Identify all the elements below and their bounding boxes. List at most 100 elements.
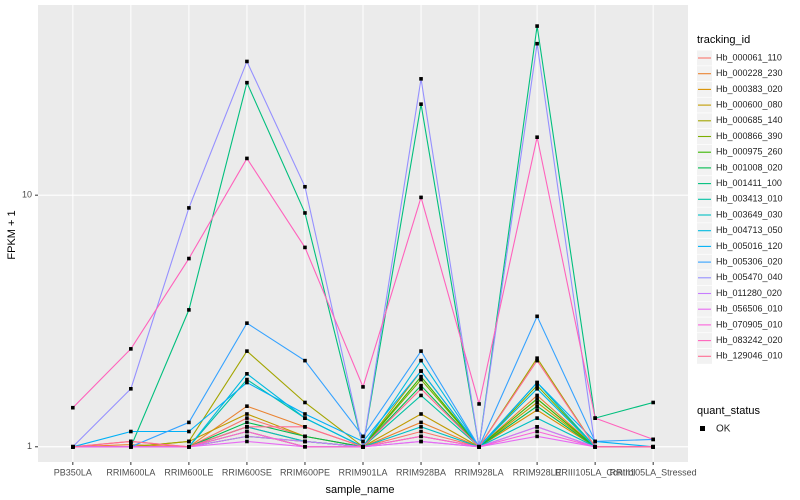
legend-label: Hb_129046_010 [716,351,783,361]
data-point [245,349,249,353]
data-point [419,77,423,81]
data-point [419,195,423,200]
data-point [245,377,249,382]
data-point [129,387,133,391]
data-point [187,206,191,210]
data-point [303,434,307,439]
data-point [245,380,249,385]
data-point [419,412,423,416]
data-point [245,439,249,444]
data-point [651,400,655,405]
data-point [535,408,539,412]
data-point [535,416,539,420]
legend-label: Hb_004713_050 [716,225,783,235]
data-point [71,405,75,410]
x-tick-label: RRIM600SE [222,467,272,477]
data-point [419,369,423,373]
legend-label: Hb_011280_020 [716,288,782,298]
data-point [535,429,539,434]
y-tick-label: 1 [27,441,32,451]
data-point [477,444,481,449]
data-point [245,156,249,161]
data-point [187,439,191,444]
data-point [245,59,249,64]
legend-label: Hb_000600_080 [716,99,783,109]
data-point [303,444,307,449]
data-point [419,383,423,388]
x-axis-title: sample_name [325,484,394,496]
data-point [187,308,191,312]
data-point [419,358,423,363]
data-point [245,429,249,434]
data-point [419,377,423,382]
data-point [129,442,133,447]
x-tick-label: RRIM600PE [280,467,330,477]
data-point [245,321,249,325]
legend-label: Hb_000383_020 [716,84,783,94]
data-point [419,374,423,379]
data-point [419,439,423,444]
legend-label: Hb_000866_390 [716,131,783,141]
data-point [419,425,423,429]
data-point [419,434,423,439]
data-point [245,420,249,425]
data-point [303,412,307,416]
data-point [419,420,423,425]
data-point [187,444,191,449]
legend-title: tracking_id [697,34,750,46]
data-point [651,444,655,449]
data-point [419,393,423,398]
data-point [129,444,133,449]
legend-label: Hb_001411_100 [716,178,782,188]
data-point [535,383,539,388]
data-point [303,425,307,429]
data-point [535,358,539,363]
legend-label: Hb_000228_230 [716,68,783,78]
data-point [535,400,539,405]
data-point [419,102,423,106]
x-tick-label: PB350LA [54,467,92,477]
legend-label: Hb_001008_020 [716,162,783,172]
legend-label: Hb_005306_020 [716,256,783,266]
data-point [535,314,539,319]
data-point [245,372,249,376]
data-point [535,397,539,401]
x-tick-label: RRIM928LE [513,467,562,477]
data-point [187,420,191,425]
data-point [535,393,539,398]
data-point [245,416,249,420]
data-point [535,380,539,385]
data-point [129,429,133,434]
data-point [303,184,307,189]
data-point [303,245,307,250]
data-point [535,24,539,28]
legend-label: Hb_083242_020 [716,335,783,345]
legend-label: Hb_000975_260 [716,147,783,157]
point-legend-label: OK [716,424,731,435]
x-tick-label: RRIM928LA [455,467,504,477]
data-point [245,80,249,85]
data-point [245,412,249,416]
data-point [129,439,133,444]
data-point [535,425,539,429]
data-point [535,135,539,139]
point-legend-key [700,426,705,431]
data-point [361,434,365,439]
data-point [245,404,249,408]
x-tick-label: RRIM600LA [106,467,155,477]
x-tick-label: RRIM901LA [338,467,387,477]
legend-label: Hb_056506_010 [716,304,783,314]
data-point [419,349,423,353]
data-point [361,385,365,389]
x-tick-label: RRIII105LA_Control [555,467,636,477]
data-point [129,347,133,351]
data-point [419,387,423,391]
data-point [71,444,75,449]
data-point [187,429,191,434]
data-point [535,356,539,360]
data-point [303,416,307,420]
data-point [245,425,249,429]
data-point [303,211,307,215]
y-tick-label: 10 [22,190,32,200]
